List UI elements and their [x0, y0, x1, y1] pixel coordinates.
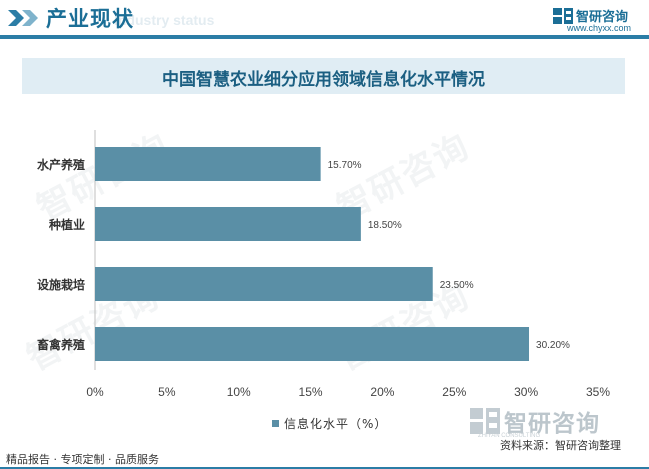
page-footer: 精品报告 · 专项定制 · 品质服务 [0, 449, 649, 469]
x-tick-label: 5% [158, 385, 176, 399]
x-tick-label: 20% [370, 385, 394, 399]
header-divider [0, 35, 649, 39]
x-tick-label: 0% [86, 385, 104, 399]
data-label: 23.50% [440, 280, 474, 291]
category-label: 水产养殖 [37, 157, 85, 172]
bar [95, 267, 433, 301]
footer-tagline: 精品报告 · 专项定制 · 品质服务 [6, 453, 159, 466]
chart-title-band: 中国智慧农业细分应用领域信息化水平情况 [22, 58, 625, 94]
brand-url[interactable]: www.chyxx.com [567, 23, 632, 33]
x-tick-label: 10% [227, 385, 251, 399]
legend-label: 信息化水平（%） [284, 417, 388, 431]
bar [95, 327, 530, 361]
chevrons-icon [8, 10, 38, 26]
data-label: 30.20% [536, 340, 570, 351]
page-header: Industry status 产业现状 智研咨询 www.chyxx.com [0, 0, 649, 42]
header-ghost-text: Industry status [114, 12, 215, 28]
page-title: 产业现状 [46, 7, 134, 31]
category-label: 畜禽养殖 [37, 337, 85, 352]
legend-swatch [272, 420, 279, 427]
chart-legend: 信息化水平（%） [272, 415, 387, 432]
x-tick-label: 35% [586, 385, 610, 399]
bar [95, 207, 361, 241]
data-source: 资料来源：智研咨询整理 [500, 439, 621, 452]
footer-divider [0, 467, 649, 469]
brand-logo[interactable]: 智研咨询 [553, 6, 628, 25]
watermark-logo-text: 智研咨询 [504, 411, 600, 437]
category-label: 设施栽培 [37, 277, 85, 292]
brand-logo-icon [553, 7, 573, 24]
data-label: 15.70% [328, 160, 362, 171]
watermark-logo: 智研咨询 [470, 404, 600, 438]
brand-logo-text: 智研咨询 [576, 10, 629, 25]
data-label: 18.50% [368, 220, 402, 231]
bar-chart: 水产养殖 15.70% 种植业 18.50% 设施栽培 23.50% 畜禽养殖 30.20% 0… [37, 130, 610, 399]
x-tick-label: 15% [299, 385, 323, 399]
watermark-logo-icon [470, 408, 500, 434]
bar [95, 147, 321, 181]
x-tick-label: 25% [442, 385, 466, 399]
x-tick-label: 30% [514, 385, 538, 399]
chart-title: 中国智慧农业细分应用领域信息化水平情况 [162, 70, 485, 90]
category-label: 种植业 [48, 217, 85, 232]
watermark-subtext: ZHIYAN CONSULTING [478, 433, 541, 439]
